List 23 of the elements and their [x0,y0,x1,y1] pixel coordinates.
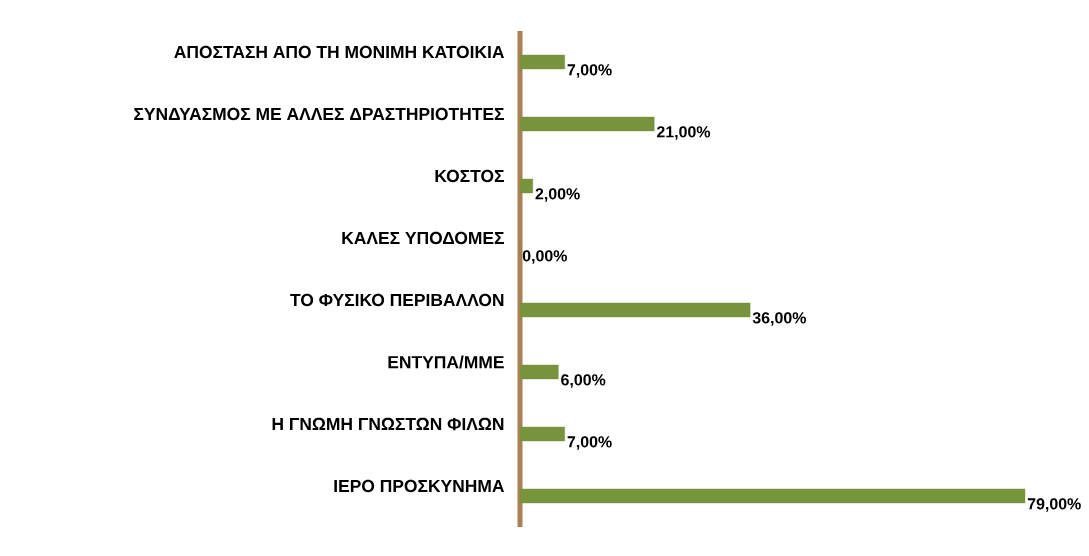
bar [519,488,1026,504]
data-label: 2,00% [535,188,580,202]
y-tick-label: ΚΑΛΕΣ ΥΠΟΔΟΜΕΣ [342,231,504,245]
bar [519,178,533,194]
data-label: 36,00% [752,312,806,326]
y-tick-label: ΣΥΝΔΥΑΣΜΟΣ ΜΕ ΑΛΛΕΣ ΔΡΑΣΤΗΡΙΟΤΗΤΕΣ [134,107,504,121]
data-label: 6,00% [561,374,606,388]
y-tick-label: ΙΕΡΟ ΠΡΟΣΚΥΝΗΜΑ [334,479,505,493]
data-label: 79,00% [1027,498,1081,512]
bar [519,116,655,132]
y-tick-label: ΤΟ ΦΥΣΙΚΟ ΠΕΡΙΒΑΛΛΟΝ [290,293,504,307]
y-tick-label: ΚΟΣΤΟΣ [435,169,504,183]
bar [519,54,565,70]
y-tick-label: ΕΝΤΥΠΑ/ΜΜΕ [388,355,504,369]
bar [519,364,559,380]
bar [519,426,565,442]
bar [519,302,751,318]
data-label: 0,00% [522,250,567,264]
data-label: 7,00% [567,436,612,450]
y-tick-label: ΑΠΟΣΤΑΣΗ ΑΠΟ ΤΗ ΜΟΝΙΜΗ ΚΑΤΟΙΚΙΑ [174,45,505,59]
data-label: 7,00% [567,64,612,78]
data-label: 21,00% [656,126,711,140]
y-tick-label: Η ΓΝΩΜΗ ΓΝΩΣΤΩΝ ΦΙΛΩΝ [272,417,504,431]
